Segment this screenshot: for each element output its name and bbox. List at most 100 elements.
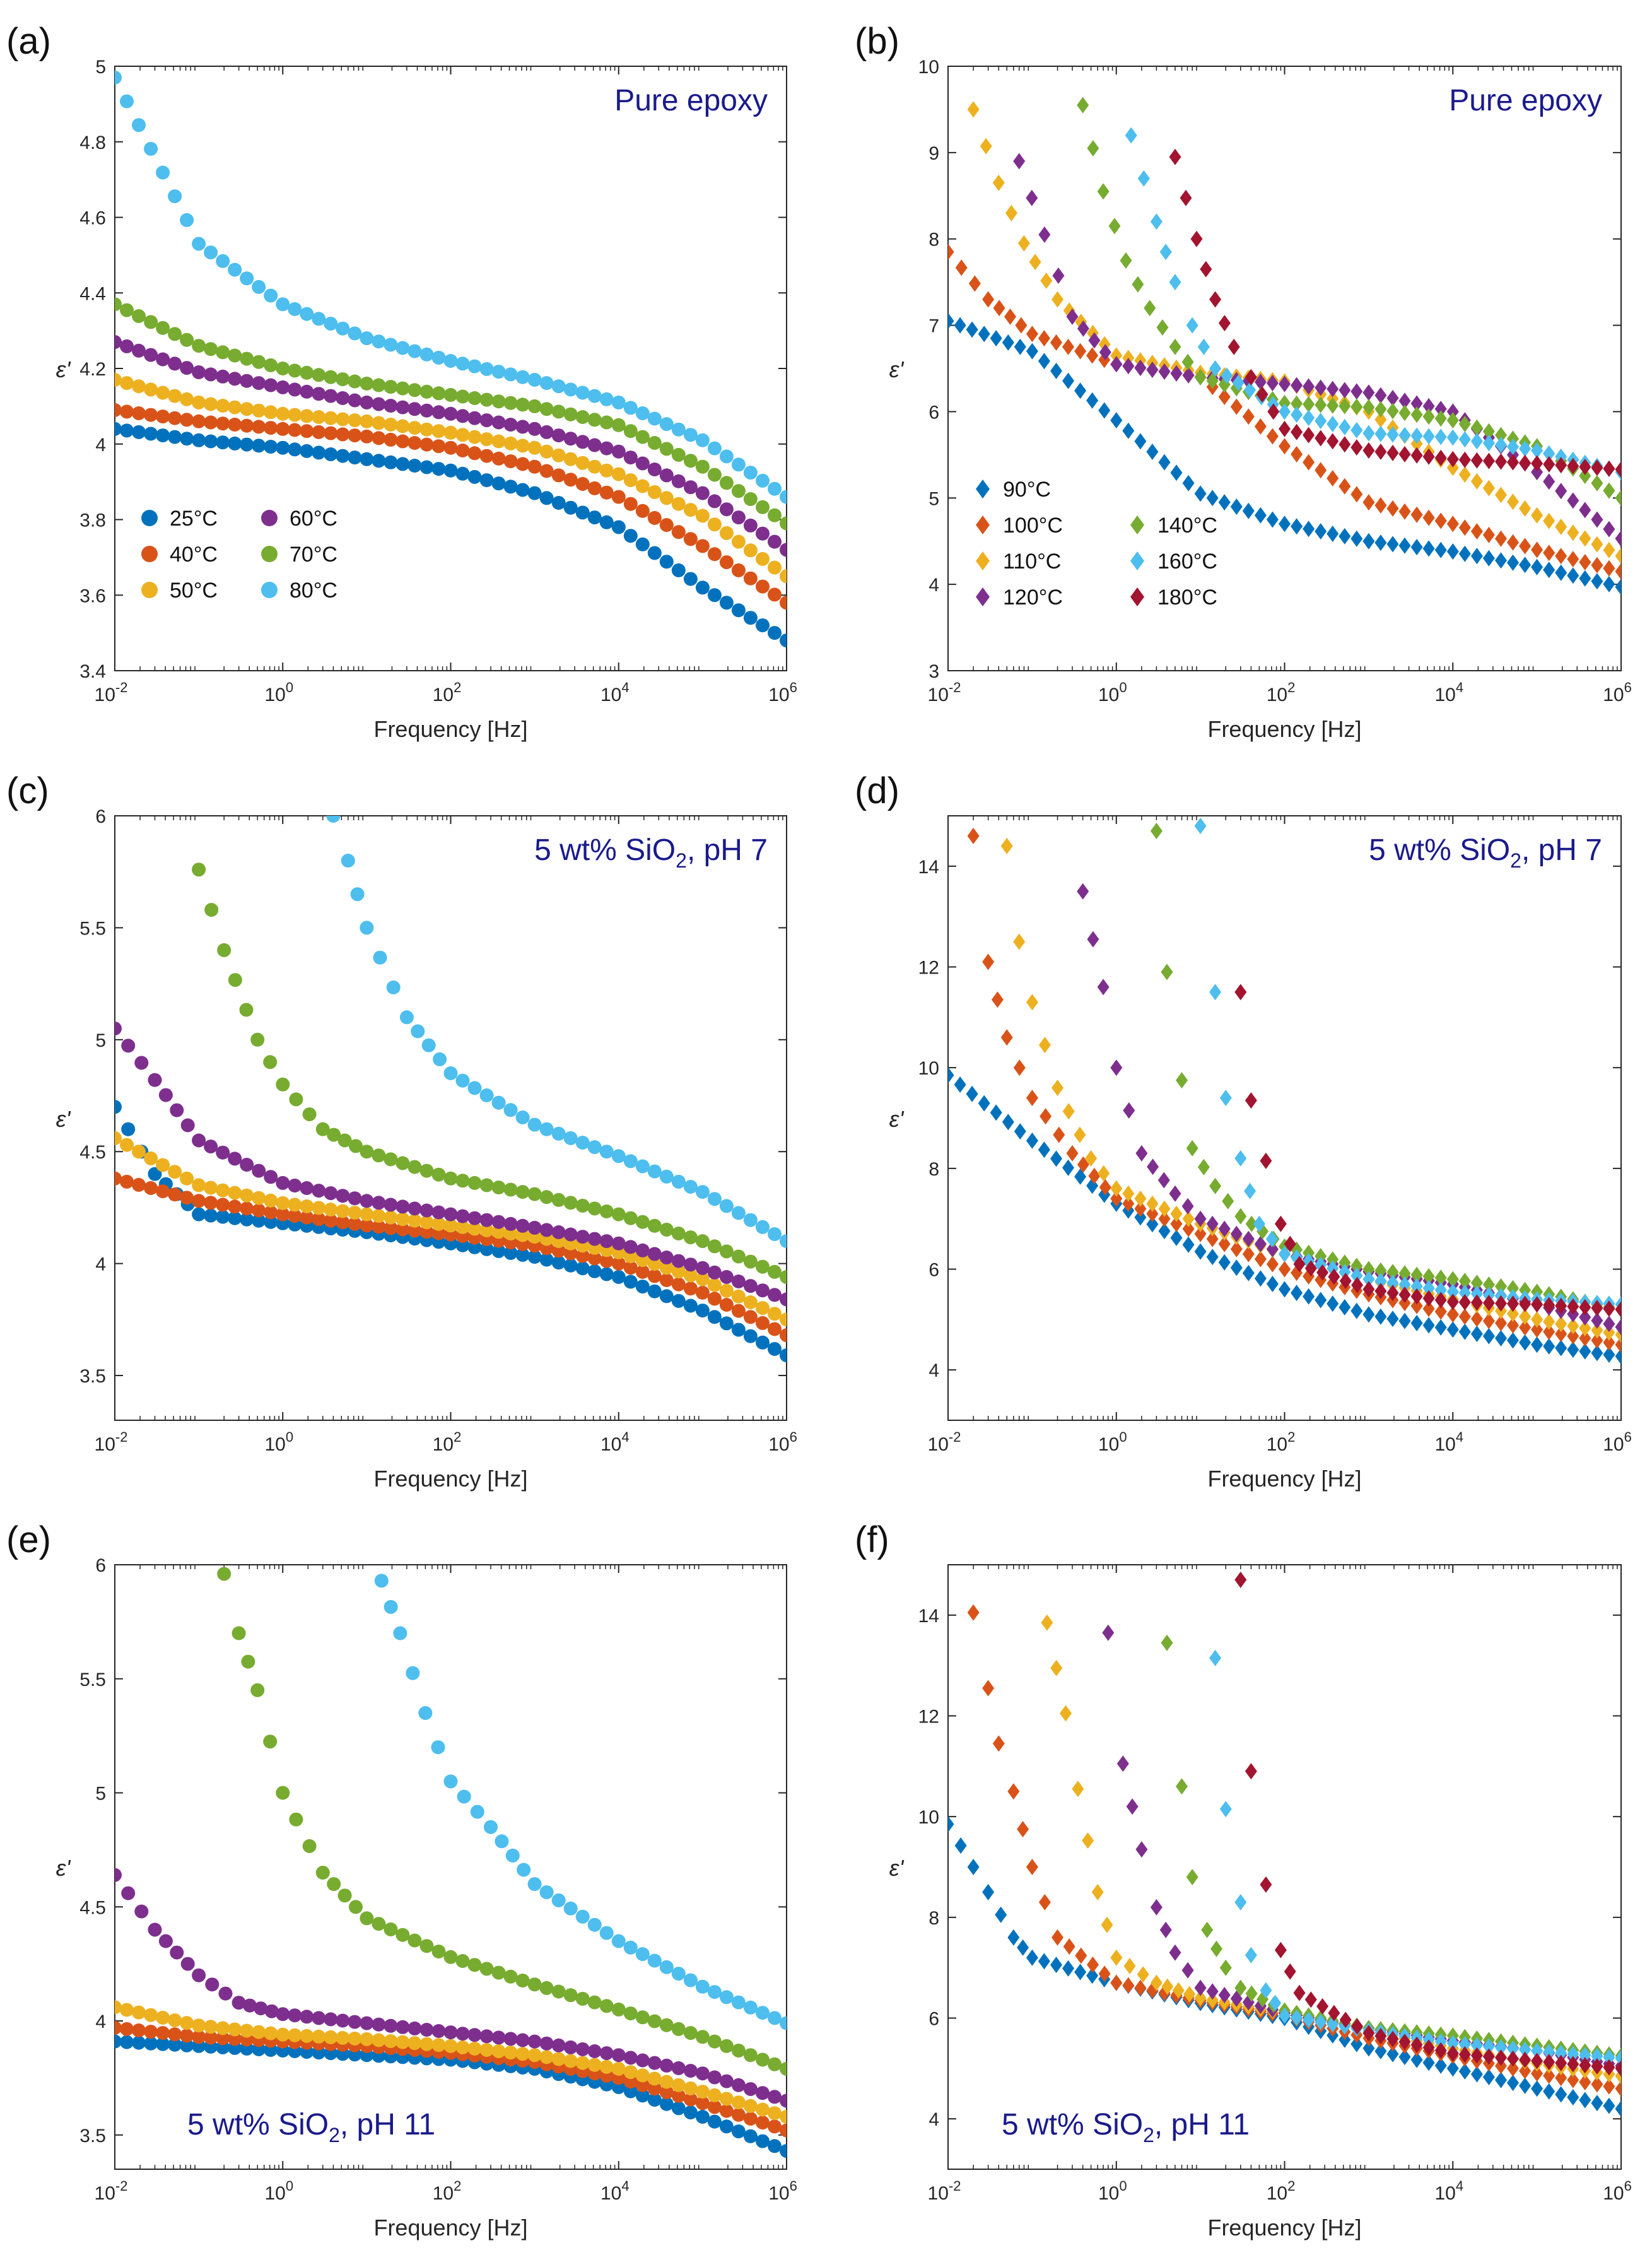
data-point (1052, 1929, 1063, 1946)
data-point (503, 1182, 518, 1197)
data-point (1482, 2069, 1495, 2085)
data-point (503, 1969, 518, 1984)
data-point (1194, 818, 1207, 834)
data-point (647, 411, 662, 426)
x-axis-label: Frequency [Hz] (373, 716, 527, 742)
data-point (539, 1885, 554, 1899)
data-point (587, 1251, 602, 1266)
data-point (1116, 1755, 1129, 1772)
data-point (479, 1213, 494, 1227)
data-point (1144, 300, 1156, 317)
data-point (1591, 1322, 1603, 1339)
data-point (148, 1923, 162, 1937)
data-point (527, 1187, 542, 1201)
data-point (1230, 398, 1243, 415)
data-point (372, 416, 386, 430)
data-point (1327, 2016, 1339, 2033)
data-point (1350, 486, 1363, 503)
data-point (671, 1967, 686, 1981)
data-point (1062, 1103, 1075, 1120)
data-point (384, 1221, 398, 1235)
data-point (1038, 1141, 1050, 1158)
data-point (360, 395, 374, 409)
data-point (1014, 338, 1026, 355)
data-point (1134, 360, 1147, 376)
data-point (1543, 2054, 1555, 2071)
data-point (1017, 1821, 1029, 1838)
data-point (204, 342, 218, 356)
data-point (228, 1151, 242, 1166)
data-point (395, 341, 410, 355)
data-point (1446, 1293, 1459, 1310)
data-point (1567, 2071, 1579, 2088)
data-point (384, 380, 398, 394)
data-point (731, 1322, 746, 1337)
data-point (1507, 554, 1519, 571)
data-point (671, 2022, 686, 2036)
data-point (491, 1215, 506, 1229)
data-point (384, 399, 398, 413)
data-point (695, 1304, 710, 1318)
data-point (1014, 1123, 1026, 1140)
data-point (1077, 1156, 1089, 1173)
data-point (300, 384, 314, 399)
data-point (768, 481, 782, 496)
data-point (443, 1066, 458, 1080)
data-point (1206, 1215, 1219, 1232)
data-point (312, 1212, 326, 1227)
data-point (1507, 454, 1519, 471)
data-point (1219, 1959, 1232, 1976)
data-point (443, 1207, 458, 1222)
x-tick-label: 100 (1098, 2178, 1127, 2204)
data-point (1603, 521, 1615, 538)
data-point (671, 2101, 686, 2116)
data-point (158, 1088, 173, 1102)
data-point (1026, 343, 1038, 360)
data-point (1086, 392, 1099, 409)
data-point (1186, 317, 1198, 334)
data-point (264, 378, 278, 392)
data-point (300, 409, 314, 423)
data-point (1615, 548, 1621, 564)
legend-label-140-c: 140°C (1157, 514, 1217, 538)
data-point (192, 365, 206, 379)
data-point (1026, 326, 1038, 343)
data-point (731, 2078, 746, 2092)
data-point (683, 1180, 698, 1194)
data-point (300, 424, 314, 439)
data-point (1219, 1801, 1232, 1818)
data-point (575, 1261, 590, 1276)
data-point (1410, 1278, 1423, 1295)
series-70-c (217, 1567, 787, 2076)
data-point (1507, 1332, 1519, 1349)
data-point (312, 1184, 326, 1198)
data-point (395, 1199, 410, 1214)
data-point (336, 2013, 350, 2028)
data-point (743, 1295, 758, 1309)
data-point (1410, 1266, 1423, 1283)
panel-annotation: Pure epoxy (1449, 84, 1602, 117)
data-point (993, 300, 1005, 317)
data-point (1422, 428, 1435, 445)
data-point (479, 1242, 494, 1256)
data-point (1579, 570, 1591, 587)
data-point (517, 1863, 531, 1877)
data-point (1284, 1963, 1296, 1980)
data-point (144, 1151, 158, 1165)
data-point (1327, 470, 1339, 486)
data-point (1531, 442, 1544, 459)
data-point (276, 1786, 290, 1800)
data-point (1170, 1229, 1183, 1246)
data-point (503, 1216, 518, 1231)
data-point (659, 491, 674, 505)
data-point (144, 427, 158, 441)
data-point (1303, 409, 1315, 427)
data-point (336, 2030, 350, 2045)
data-point (768, 2106, 782, 2121)
data-point (1176, 1778, 1188, 1795)
data-point (731, 1995, 746, 2010)
data-point (515, 370, 530, 384)
data-point (455, 409, 470, 423)
data-point (192, 2018, 206, 2033)
data-point (635, 1159, 650, 1174)
